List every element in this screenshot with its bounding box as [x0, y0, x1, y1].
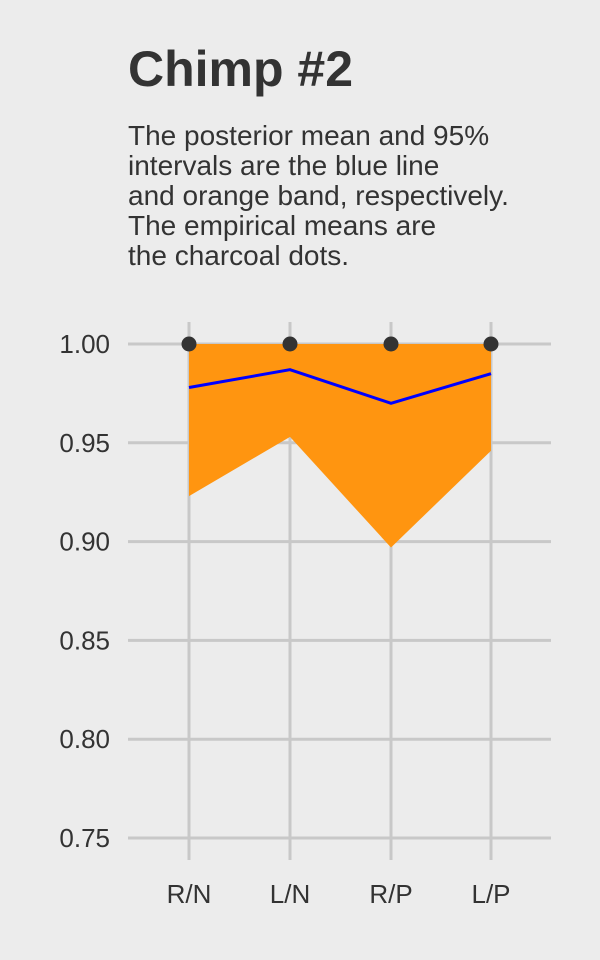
x-tick-label: L/P — [471, 879, 510, 909]
empirical-mean-point — [181, 336, 197, 352]
y-tick-label: 0.95 — [59, 428, 110, 458]
empirical-mean-point — [483, 336, 499, 352]
posterior-mean-line — [188, 368, 492, 405]
x-tick-label: L/N — [270, 879, 310, 909]
empirical-mean-point — [383, 336, 399, 352]
y-tick-label: 0.80 — [59, 724, 110, 754]
chart-title: Chimp #2 — [128, 41, 354, 97]
x-tick-label: R/N — [167, 879, 212, 909]
x-tick-label: R/P — [369, 879, 412, 909]
interval-band — [189, 344, 491, 548]
y-tick-label: 0.85 — [59, 625, 110, 655]
chart-subtitle: The posterior mean and 95% intervals are… — [128, 120, 509, 271]
y-tick-label: 1.00 — [59, 329, 110, 359]
y-tick-label: 0.90 — [59, 527, 110, 557]
empirical-mean-point — [282, 336, 298, 352]
y-tick-label: 0.75 — [59, 823, 110, 853]
